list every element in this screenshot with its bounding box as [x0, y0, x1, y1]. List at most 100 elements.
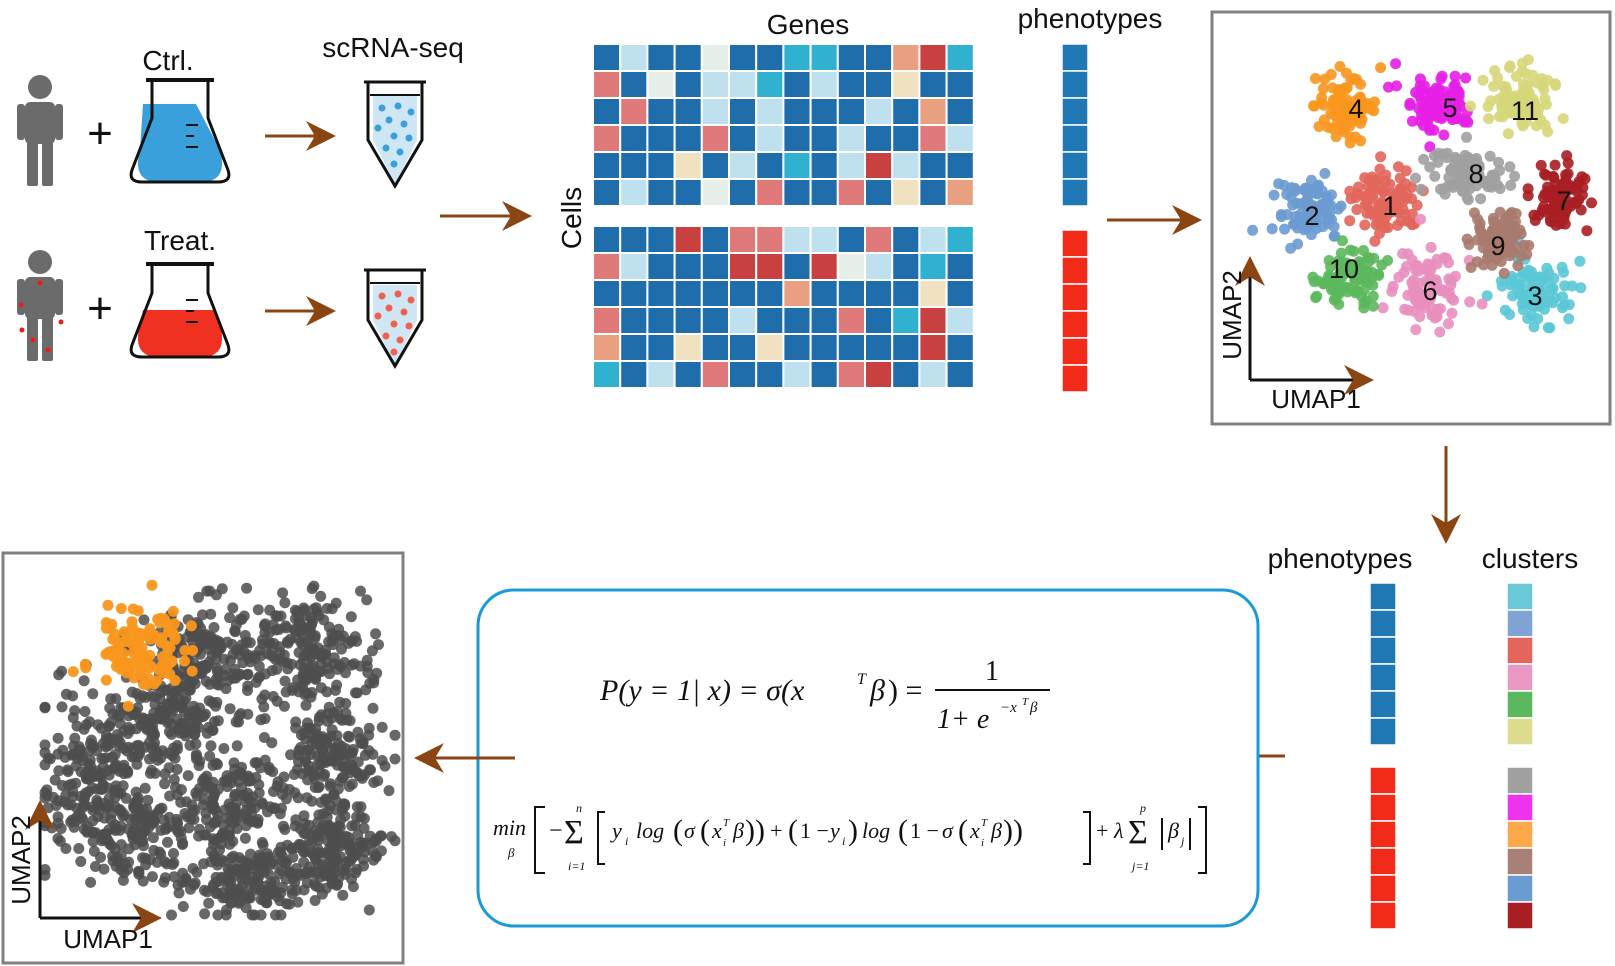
umap-point-grey — [247, 796, 259, 808]
heatmap-cell-ctrl-0-5 — [728, 43, 758, 72]
heatmap-cell-ctrl-2-7 — [782, 97, 812, 126]
umap-point-grey — [366, 645, 378, 657]
heatmap-cell-treat-1-2 — [646, 252, 676, 281]
heatmap-cell-treat-3-1 — [619, 306, 649, 335]
umap-point-grey — [337, 771, 349, 783]
umap-point-grey — [325, 730, 337, 742]
lasso-objective-formula: min β − Σ n i=1 y i log ( σ ( x T i β ))… — [493, 801, 1207, 874]
umap-point-cluster-8 — [1428, 150, 1440, 162]
umap-point-grey — [205, 608, 217, 620]
umap-point-grey — [109, 749, 121, 760]
formula2-min-sub: β — [507, 845, 515, 860]
umap-point-grey — [219, 804, 231, 816]
umap-point-grey — [224, 888, 236, 900]
umap-point-grey — [352, 756, 364, 768]
umap-point-highlight — [118, 626, 130, 638]
cluster-label-6: 6 — [1422, 276, 1437, 306]
formula2-one-minus2: 1 − — [910, 818, 939, 843]
heatmap-cell-treat-1-12 — [918, 252, 948, 281]
umap-point-grey — [223, 873, 235, 885]
umap-point-grey — [242, 685, 253, 696]
umap-point-cluster-1 — [1375, 151, 1387, 163]
umap-point-grey — [180, 872, 192, 884]
umap-point-grey — [230, 716, 242, 728]
umap-point-cluster-8 — [1484, 150, 1496, 162]
umap-point-grey — [212, 759, 223, 770]
umap-point-cluster-9 — [1461, 233, 1473, 245]
umap-point-cluster-3 — [1517, 304, 1529, 316]
umap-point-grey — [327, 631, 339, 643]
umap-point-grey — [252, 604, 264, 616]
umap-point-grey — [353, 843, 365, 855]
umap-point-highlight — [102, 599, 114, 611]
umap-point-grey — [39, 787, 51, 799]
umap-point-grey — [210, 700, 222, 712]
umap-point-grey — [226, 771, 238, 783]
phenotype-treat-cell — [1369, 874, 1397, 903]
umap-point-cluster-2 — [1286, 182, 1298, 194]
umap-point-grey — [96, 753, 108, 765]
umap-point-cluster-5 — [1428, 94, 1440, 106]
umap-point-grey — [197, 609, 208, 621]
umap-point-cluster-10 — [1335, 247, 1347, 259]
umap-point-grey — [318, 614, 330, 626]
umap-point-grey — [279, 824, 291, 835]
umap-point-grey — [171, 740, 183, 751]
umap-point-grey — [52, 811, 64, 823]
umap-point-grey — [168, 848, 179, 859]
formula1-numerator: 1 — [985, 656, 999, 687]
umap-point-grey — [367, 748, 379, 760]
cluster-label-9: 9 — [1490, 231, 1505, 261]
ctrl-label: Ctrl. — [142, 45, 193, 76]
umap-point-highlight — [79, 658, 91, 670]
umap-point-grey — [358, 813, 370, 824]
heatmap-cell-ctrl-1-12 — [918, 70, 948, 99]
heatmap-cell-ctrl-2-2 — [646, 97, 676, 126]
umap-point-highlight — [100, 622, 112, 634]
umap-point-grey — [278, 700, 290, 712]
umap-point-cluster-3 — [1481, 290, 1493, 302]
heatmap-cell-ctrl-2-11 — [891, 97, 921, 126]
heatmap-cell-ctrl-4-0 — [592, 151, 622, 180]
heatmap-cell-treat-0-11 — [891, 225, 921, 254]
umap-point-cluster-9 — [1503, 242, 1514, 254]
umap-point-grey — [288, 769, 300, 780]
umap-point-grey — [62, 764, 73, 776]
heatmap-cell-treat-3-12 — [918, 306, 948, 335]
umap-point-grey — [159, 872, 171, 884]
heatmap-cell-ctrl-2-6 — [755, 97, 785, 126]
umap-point-grey — [172, 879, 184, 891]
umap-point-cluster-9 — [1521, 248, 1533, 260]
umap-point-grey — [52, 833, 64, 844]
umap-point-grey — [204, 821, 216, 833]
umap-point-grey — [39, 869, 51, 881]
umap-point-grey — [170, 781, 181, 793]
phenotype-ctrl-cell — [1369, 690, 1397, 719]
umap-point-grey — [355, 801, 367, 813]
heatmap-cell-ctrl-0-12 — [918, 43, 948, 72]
umap-point-cluster-3 — [1533, 280, 1545, 291]
umap-point-grey — [217, 831, 229, 843]
umap-point-highlight — [117, 647, 129, 659]
phenotype-ctrl-cell — [1369, 609, 1397, 638]
umap-point-cluster-2 — [1311, 203, 1323, 215]
umap-point-grey — [346, 820, 358, 832]
heatmap-cell-ctrl-1-2 — [646, 70, 676, 99]
umap-point-cluster-9 — [1471, 234, 1483, 246]
umap-point-cluster-3 — [1575, 282, 1587, 294]
umap-point-grey — [309, 672, 321, 684]
umap-point-grey — [277, 855, 289, 867]
umap-point-grey — [155, 710, 167, 721]
umap-point-grey — [176, 681, 188, 693]
umap-point-grey — [255, 650, 267, 662]
umap-point-grey — [350, 687, 361, 699]
umap-point-cluster-8 — [1504, 161, 1516, 173]
umap-point-cluster-11 — [1493, 94, 1505, 105]
umap-point-grey — [39, 739, 51, 751]
umap-point-grey — [358, 822, 370, 834]
umap-point-grey — [240, 856, 252, 868]
cluster-label-4: 4 — [1348, 94, 1363, 124]
umap-point-cluster-5 — [1420, 112, 1432, 124]
umap-point-cluster-6 — [1386, 286, 1398, 297]
heatmap-cell-treat-1-4 — [700, 252, 730, 281]
